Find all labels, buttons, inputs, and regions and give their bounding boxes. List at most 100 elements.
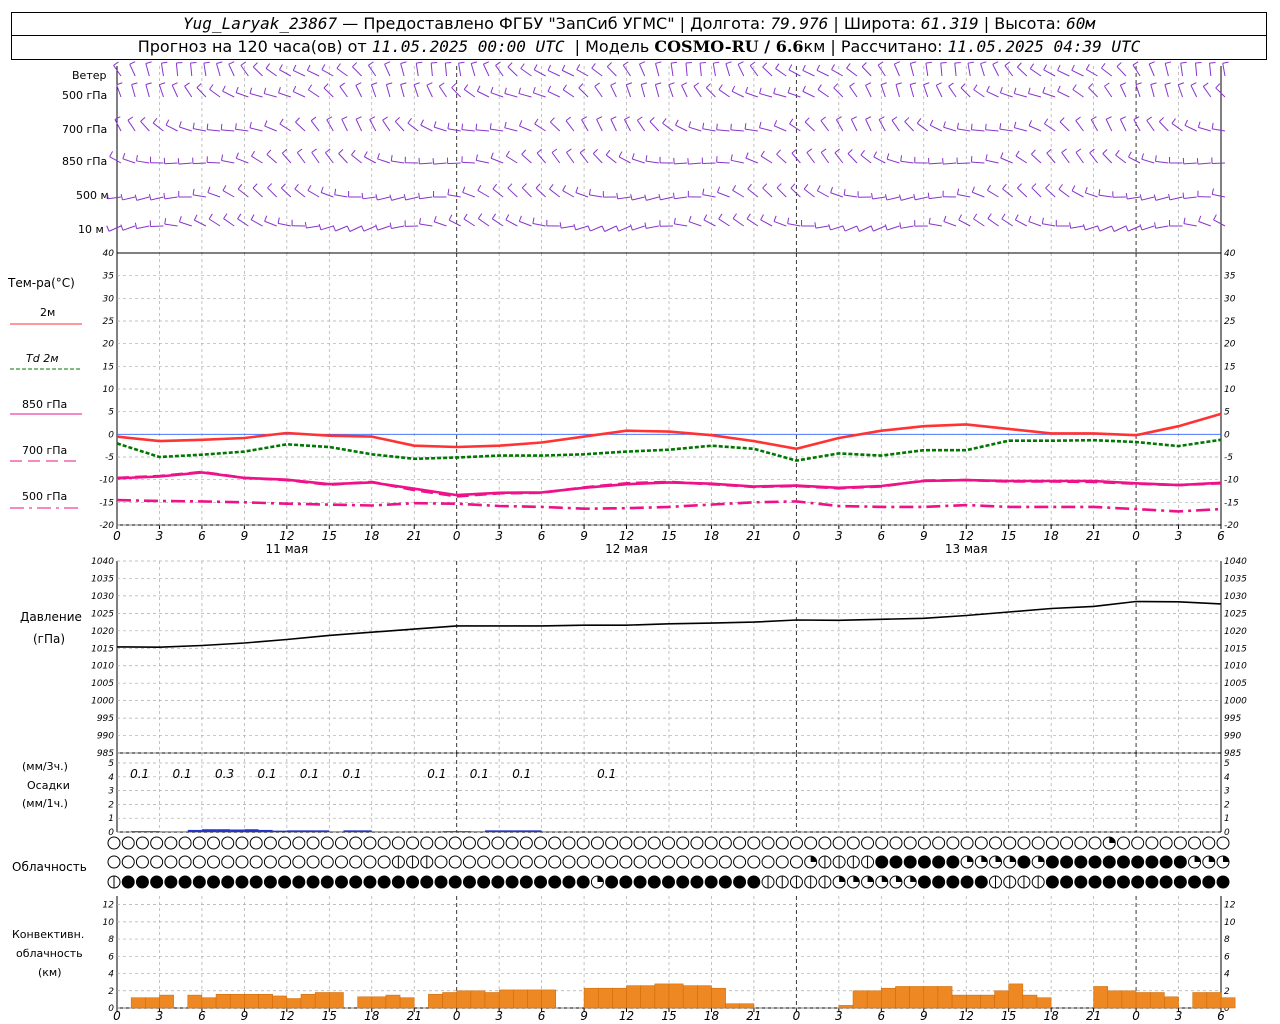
wind-barb-flag xyxy=(760,150,765,157)
cloud-symbol xyxy=(207,875,221,889)
wind-barb-flag xyxy=(1180,61,1187,64)
wind-barb-flag xyxy=(263,87,267,94)
wind-barb-flag xyxy=(904,117,910,122)
wind-barb xyxy=(1155,160,1169,164)
cloud-symbol-quarter xyxy=(1223,856,1229,862)
wind-barb xyxy=(1113,225,1127,232)
wind-barb xyxy=(252,66,263,77)
hour-tick-label-conv: 15 xyxy=(1001,1009,1016,1023)
cloud-symbol-quarter xyxy=(981,856,988,862)
wind-barb xyxy=(1209,63,1212,77)
cloud-symbol xyxy=(278,855,292,869)
wind-barb xyxy=(306,225,320,229)
wind-barb xyxy=(688,221,702,227)
cloud-symbol xyxy=(1102,875,1116,889)
cloud-symbol xyxy=(306,855,320,869)
wind-barb xyxy=(1070,225,1084,229)
wind-barb-flag xyxy=(566,148,572,153)
wind-barb xyxy=(973,218,985,227)
wind-barb xyxy=(774,125,787,132)
wind-barb xyxy=(363,225,376,232)
temp-ytick-left: 20 xyxy=(103,340,115,350)
wind-barb-flag xyxy=(384,61,391,65)
cloud-symbol xyxy=(263,836,277,850)
hour-tick-label-temp: 3 xyxy=(1175,529,1183,543)
cloud-symbol xyxy=(1060,836,1074,850)
wind-barb xyxy=(295,121,306,132)
wind-barb xyxy=(492,218,504,227)
cloud-symbol xyxy=(548,855,562,869)
calc-time: 11.05.2025 04:39 UTC xyxy=(947,37,1141,56)
pressure-ytick-left: 985 xyxy=(97,749,114,759)
wind-barb-flag xyxy=(368,61,374,66)
wind-barb xyxy=(916,122,929,132)
wind-barb-flag xyxy=(463,213,468,220)
wind-barb xyxy=(370,84,377,98)
wind-barb xyxy=(307,190,320,198)
wind-barb-flag xyxy=(346,225,351,232)
wind-barb-flag xyxy=(403,193,407,201)
wind-barb-flag xyxy=(483,61,490,65)
wind-barb xyxy=(660,196,674,201)
conv-bar xyxy=(399,997,415,1009)
wind-barb xyxy=(1029,68,1042,77)
wind-barb-flag xyxy=(228,61,235,65)
conv-bar xyxy=(527,989,542,1009)
wind-barb xyxy=(335,225,348,232)
cloud-symbol xyxy=(178,836,192,850)
wind-barb-flag xyxy=(106,225,110,232)
wind-barb-flag xyxy=(624,116,630,120)
wind-barb xyxy=(222,90,235,98)
precip-bar xyxy=(315,830,330,832)
wind-barb xyxy=(209,88,221,98)
conv-bar xyxy=(1022,994,1038,1009)
wind-barb xyxy=(549,121,561,132)
wind-barb-flag xyxy=(490,152,494,159)
wind-barb xyxy=(534,123,546,132)
cloud-symbol xyxy=(903,836,917,850)
wind-barb-flag xyxy=(849,82,855,87)
wind-barb-flag xyxy=(1164,82,1171,85)
temp-ytick-left: -10 xyxy=(99,476,114,486)
wind-barb xyxy=(264,93,277,98)
wind-barb xyxy=(1031,187,1042,198)
wind-barb-flag xyxy=(281,148,288,154)
wind-barb xyxy=(1075,120,1084,132)
wind-barb xyxy=(207,161,221,164)
wind-barb-flag xyxy=(559,222,562,229)
wind-barb-flag xyxy=(1098,189,1101,196)
wind-barb xyxy=(492,188,504,198)
cloud-symbol xyxy=(221,855,235,869)
wind-barb xyxy=(561,225,575,229)
wind-barb-flag xyxy=(148,194,152,201)
precip-ytick-right: 0 xyxy=(1224,828,1230,838)
cloud-symbol xyxy=(491,836,505,850)
wind-barb xyxy=(670,63,674,77)
temp-ytick-right: -5 xyxy=(1224,453,1233,463)
temp-ytick-left: 10 xyxy=(103,385,115,395)
wind-barb xyxy=(240,65,249,77)
wind-barb xyxy=(334,194,348,198)
cloud-symbol xyxy=(1116,855,1130,869)
wind-barb xyxy=(222,190,235,198)
wind-barb xyxy=(654,84,660,98)
wind-barb-flag xyxy=(1028,120,1032,126)
wind-barb xyxy=(320,192,334,198)
wind-barb xyxy=(980,63,985,77)
wind-barb xyxy=(817,89,829,98)
wind-barb xyxy=(958,219,971,227)
cloud-symbol xyxy=(1102,855,1116,869)
wind-barb xyxy=(576,69,589,77)
cloud-symbol xyxy=(249,855,263,869)
cloud-symbol xyxy=(889,836,903,850)
wind-barb-flag xyxy=(549,117,555,123)
wind-barb-flag xyxy=(477,185,482,191)
wind-barb xyxy=(802,70,815,77)
wind-barb-flag xyxy=(127,116,134,121)
wind-barb xyxy=(235,128,249,132)
wind-barb-flag xyxy=(292,64,297,71)
conv-bar xyxy=(711,987,726,1009)
temp-ytick-right: 25 xyxy=(1224,317,1236,327)
wind-barb xyxy=(129,63,136,77)
wind-barb-flag xyxy=(747,183,752,190)
